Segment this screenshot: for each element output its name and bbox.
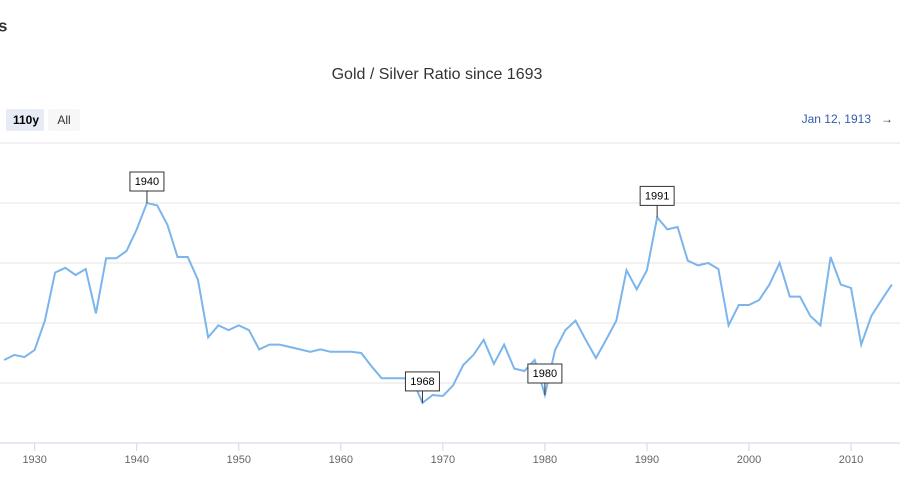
x-tick-label: 1940	[124, 454, 148, 466]
x-tick-label: 1950	[227, 454, 251, 466]
x-tick-label: 1990	[635, 454, 659, 466]
flag-label: 1968	[410, 376, 434, 388]
range-button-bg[interactable]	[48, 109, 80, 131]
page-title: s	[0, 16, 7, 35]
x-tick-label: 1960	[329, 454, 353, 466]
chart-title: Gold / Silver Ratio since 1693	[332, 66, 543, 83]
x-tick-label: 2000	[737, 454, 761, 466]
flag-label: 1980	[533, 368, 557, 380]
x-tick-label: 2010	[839, 454, 863, 466]
flag-box	[527, 363, 563, 384]
flag-label: 1991	[645, 190, 669, 202]
flag-label: 1940	[135, 176, 159, 188]
flag-box	[129, 171, 165, 192]
date-input[interactable]: Jan 12, 1913	[802, 112, 872, 126]
flag-box	[639, 185, 675, 206]
flag-box	[404, 371, 440, 392]
range-button[interactable]: All	[57, 113, 70, 127]
x-tick-label: 1970	[431, 454, 455, 466]
x-tick-label: 1980	[533, 454, 557, 466]
x-tick-label: 1930	[22, 454, 46, 466]
range-button[interactable]: 110y	[13, 113, 39, 127]
date-arrow: →	[881, 112, 893, 126]
series-line	[3, 201, 893, 405]
range-button-selected[interactable]	[6, 109, 44, 131]
